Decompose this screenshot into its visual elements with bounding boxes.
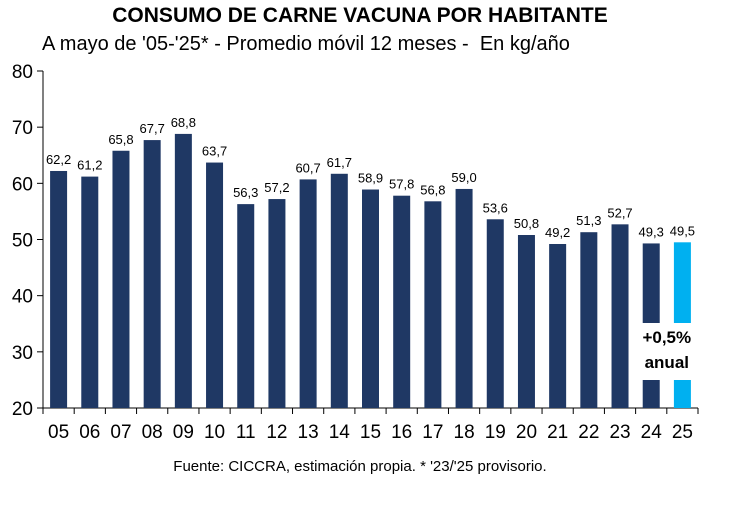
x-tick-label: 08 bbox=[142, 422, 163, 443]
data-label: 49,2 bbox=[545, 225, 570, 240]
x-tick-label: 19 bbox=[485, 422, 506, 443]
x-tick-label: 21 bbox=[547, 422, 568, 443]
x-tick-label: 16 bbox=[391, 422, 412, 443]
chart-title: CONSUMO DE CARNE VACUNA POR HABITANTE bbox=[112, 4, 608, 27]
data-label: 57,8 bbox=[389, 177, 414, 192]
data-label: 52,7 bbox=[607, 205, 632, 220]
bar bbox=[580, 232, 598, 408]
data-label: 61,2 bbox=[77, 158, 102, 173]
data-label: 67,7 bbox=[140, 121, 165, 136]
data-label: 62,2 bbox=[46, 152, 71, 167]
bar bbox=[268, 199, 286, 408]
bar bbox=[611, 224, 629, 408]
source-note: Fuente: CICCRA, estimación propia. * '23… bbox=[173, 458, 547, 475]
bar bbox=[174, 133, 192, 408]
x-tick-label: 05 bbox=[48, 422, 69, 443]
bar bbox=[486, 219, 504, 408]
data-label: 53,6 bbox=[483, 200, 508, 215]
data-label: 51,3 bbox=[576, 213, 601, 228]
y-tick-label: 50 bbox=[12, 231, 33, 252]
chart-subtitle: A mayo de '05-'25* - Promedio móvil 12 m… bbox=[42, 33, 570, 55]
data-label: 68,8 bbox=[171, 115, 196, 130]
data-label: 58,9 bbox=[358, 171, 383, 186]
x-tick-label: 09 bbox=[173, 422, 194, 443]
x-tick-label: 18 bbox=[454, 422, 475, 443]
y-tick-label: 60 bbox=[12, 174, 33, 195]
bar bbox=[330, 173, 348, 408]
x-tick-label: 17 bbox=[422, 422, 443, 443]
y-tick-label: 70 bbox=[12, 118, 33, 139]
x-tick-label: 15 bbox=[360, 422, 381, 443]
annotation-box bbox=[629, 323, 704, 380]
data-label: 63,7 bbox=[202, 144, 227, 159]
data-label: 57,2 bbox=[264, 180, 289, 195]
bar bbox=[362, 189, 379, 408]
bar bbox=[206, 162, 224, 408]
bar bbox=[517, 235, 535, 408]
annotation-text: anual bbox=[645, 353, 689, 372]
data-label: 49,3 bbox=[639, 224, 664, 239]
bar bbox=[143, 140, 161, 408]
x-tick-label: 12 bbox=[266, 422, 287, 443]
x-tick-label: 24 bbox=[641, 422, 663, 443]
data-label: 59,0 bbox=[451, 170, 476, 185]
y-tick-label: 40 bbox=[12, 287, 33, 308]
y-tick-label: 80 bbox=[12, 62, 33, 83]
x-tick-label: 22 bbox=[578, 422, 599, 443]
x-tick-label: 13 bbox=[298, 422, 319, 443]
x-tick-label: 11 bbox=[236, 422, 256, 443]
data-label: 56,3 bbox=[233, 185, 258, 200]
y-tick-label: 30 bbox=[12, 343, 33, 364]
y-tick-label: 20 bbox=[12, 399, 33, 420]
data-label: 50,8 bbox=[514, 216, 539, 231]
x-tick-label: 25 bbox=[672, 422, 693, 443]
data-labels: 62,2 61,2 65,8 67,7 68,8 63,7 56,3 57,2 60,7 61,7… bbox=[46, 115, 695, 240]
bar bbox=[393, 195, 411, 408]
data-label: 60,7 bbox=[295, 160, 320, 175]
bar bbox=[299, 179, 317, 408]
x-tick-label: 23 bbox=[609, 422, 630, 443]
annotation-text: +0,5% bbox=[642, 328, 691, 347]
x-tick-label: 06 bbox=[79, 422, 100, 443]
bar bbox=[81, 176, 99, 408]
data-label: 56,8 bbox=[420, 182, 445, 197]
bar bbox=[549, 243, 567, 408]
x-tick-label: 14 bbox=[329, 422, 351, 443]
bar bbox=[455, 188, 473, 408]
data-label: 49,5 bbox=[670, 223, 695, 238]
bar bbox=[112, 150, 130, 409]
x-tick-label: 10 bbox=[204, 422, 225, 443]
axes: 20 30 40 50 60 70 80 05 06 07 08 09 10 11 12 13 14 15 16 17… bbox=[12, 62, 699, 443]
bar bbox=[424, 201, 442, 408]
data-label: 61,7 bbox=[327, 155, 352, 170]
annotation: +0,5% anual bbox=[629, 323, 704, 380]
x-tick-label: 07 bbox=[110, 422, 131, 443]
x-tick-label: 20 bbox=[516, 422, 537, 443]
bar bbox=[237, 204, 255, 408]
data-label: 65,8 bbox=[108, 132, 133, 147]
bar bbox=[50, 170, 68, 408]
